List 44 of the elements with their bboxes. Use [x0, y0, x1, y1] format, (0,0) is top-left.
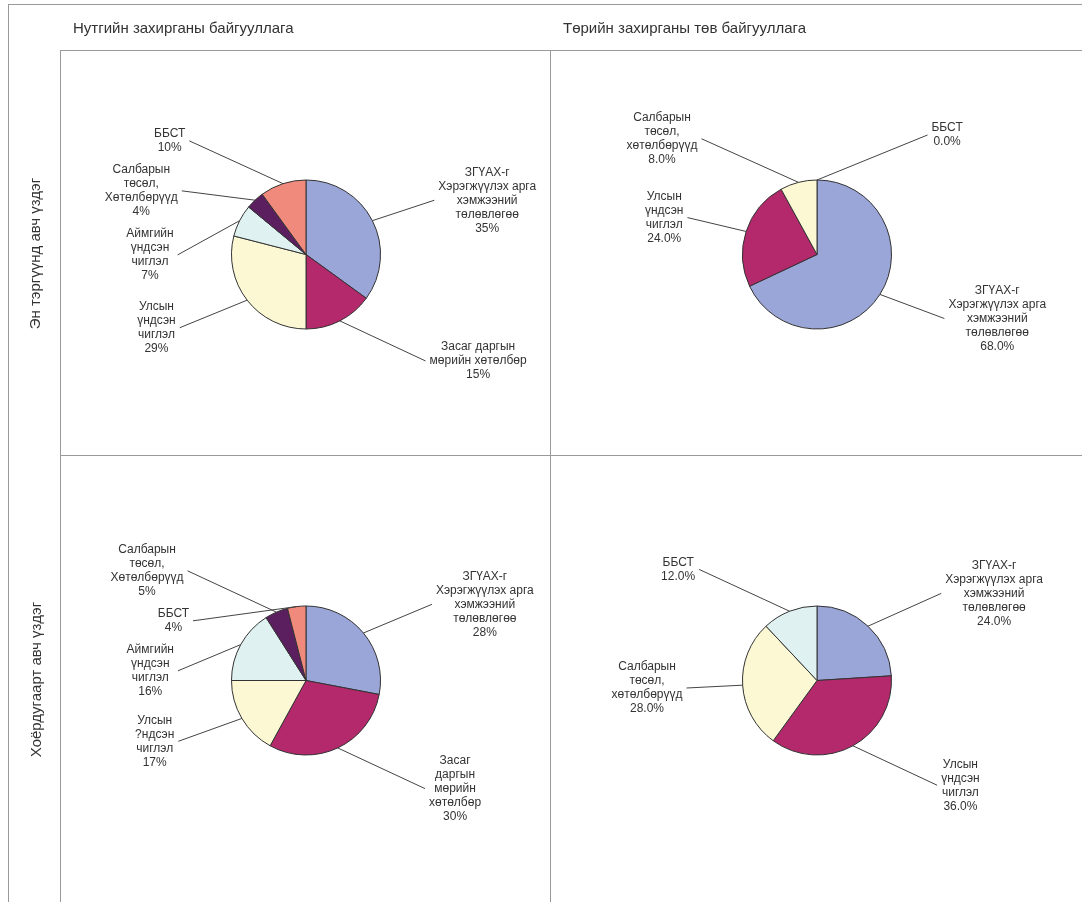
slice-label: Салбарын төсөл, хөтөлбөрүүд	[626, 110, 698, 153]
slice-label: Аймгийн үндсэн чиглэл	[126, 642, 174, 685]
data-label: 17%	[142, 754, 168, 769]
text: Хоёрдугаарт авч үздэг	[26, 601, 44, 757]
slice-label: Засаг даргын мөрийн хөтөлбөр	[429, 752, 482, 809]
slice-label: Улсын ?ндсэн чиглэл	[135, 712, 175, 755]
data-label: 8.0%	[648, 152, 676, 167]
slice-label: Улсын үндсэн чиглэл	[644, 188, 684, 231]
data-label: 15%	[466, 367, 491, 382]
data-label: 29%	[144, 341, 169, 356]
chart-title: Төрийн захирганы төв байгууллага	[562, 18, 807, 38]
data-label: 10%	[157, 140, 183, 155]
slice-label: ЗГҮАХ-г Хэрэгжүүлэх арга хэмжээний төлөвлөгөө	[435, 568, 535, 625]
slice-label: Аймгийн үндсэн чиглэл	[126, 226, 174, 269]
slice-label: Улсын үндсэн чиглэл	[137, 299, 176, 342]
data-label: 36.0%	[943, 798, 978, 813]
slice-label: ЗГҮАХ-г Хэрэгжүүлэх арга хэмжээний төлөвлөгөө	[948, 282, 1047, 339]
data-label: 35%	[475, 220, 500, 235]
slice-label: ББСТ	[662, 554, 695, 569]
slice-label: ББСТ	[154, 126, 186, 141]
slice-label: Засаг даргын мөрийн хөтөлбөр	[429, 339, 527, 368]
data-label: 28.0%	[629, 701, 665, 716]
data-label: 68.0%	[980, 338, 1015, 353]
slice-label: ЗГҮАХ-г Хэрэгжүүлэх арга хэмжээний төлөвлөгөө	[438, 164, 537, 221]
slice-label: Улсын үндсэн чиглэл	[941, 756, 980, 799]
data-label: 24.0%	[977, 613, 1012, 628]
text: 0.0%	[933, 134, 961, 149]
slice-label: Салбарын төсөл, Хөтөлбөрүүд	[110, 542, 184, 585]
data-label: 16%	[138, 684, 163, 699]
data-label: 30%	[443, 808, 468, 823]
category-label: ББСТ	[931, 120, 963, 135]
data-label: 12.0%	[661, 568, 696, 583]
slice-label: Салбарын төсөл, хөтөлбөрүүд	[611, 659, 683, 702]
chart-title: Нутгийн захирганы байгууллага	[72, 18, 294, 38]
data-label: 4%	[132, 204, 151, 219]
data-label: 7%	[141, 268, 159, 283]
data-label: 5%	[138, 584, 157, 599]
data-label: 24.0%	[647, 230, 682, 245]
slice-label: ББСТ	[157, 606, 190, 621]
text: Эн тэргүүнд авч үздэг	[26, 177, 44, 329]
data-label: 28%	[472, 624, 498, 639]
slice-label: ЗГҮАХ-г Хэрэгжүүлэх арга хэмжээний төлөвлөгөө	[945, 557, 1044, 614]
slice-label: Салбарын төсөл, Хөтөлбөрүүд	[104, 162, 178, 205]
data-label: 4%	[164, 620, 183, 635]
